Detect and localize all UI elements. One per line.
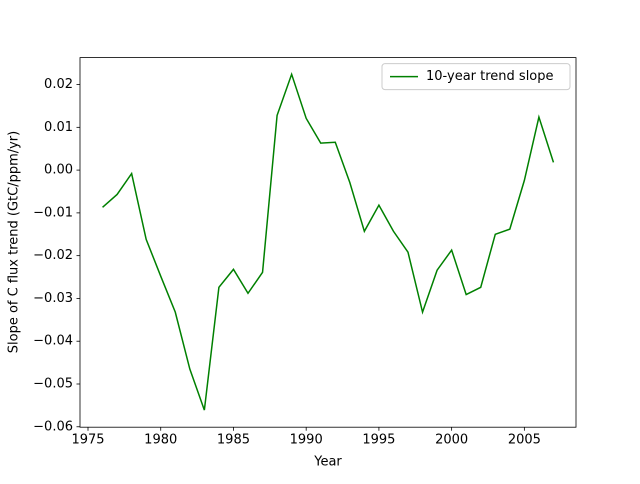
y-axis-label: Slope of C flux trend (GtC/ppm/yr) (7, 131, 22, 353)
y-tick-label: −0.06 (33, 419, 73, 434)
axes-frame (79, 57, 577, 428)
x-tick-label: 1995 (362, 433, 395, 448)
x-tick-label: 2000 (435, 433, 468, 448)
y-tick-label: −0.04 (33, 334, 73, 349)
y-tick-label: −0.01 (33, 205, 73, 220)
y-tick-label: −0.03 (33, 291, 73, 306)
x-tick-label: 1980 (144, 433, 177, 448)
x-axis-label: Year (313, 455, 342, 470)
y-tick-label: 0.02 (44, 77, 73, 92)
y-tick-label: 0.00 (44, 163, 73, 178)
y-tick-label: −0.02 (33, 248, 73, 263)
x-tick-label: 1985 (217, 433, 250, 448)
x-tick-label: 2005 (508, 433, 541, 448)
y-tick-label: −0.05 (33, 376, 73, 391)
y-tick-label: 0.01 (44, 120, 73, 135)
x-tick-label: 1990 (290, 433, 323, 448)
legend-box (381, 63, 571, 91)
legend-label: 10-year trend slope (426, 69, 554, 84)
data-line (102, 71, 555, 411)
x-tick-label: 1975 (71, 433, 104, 448)
